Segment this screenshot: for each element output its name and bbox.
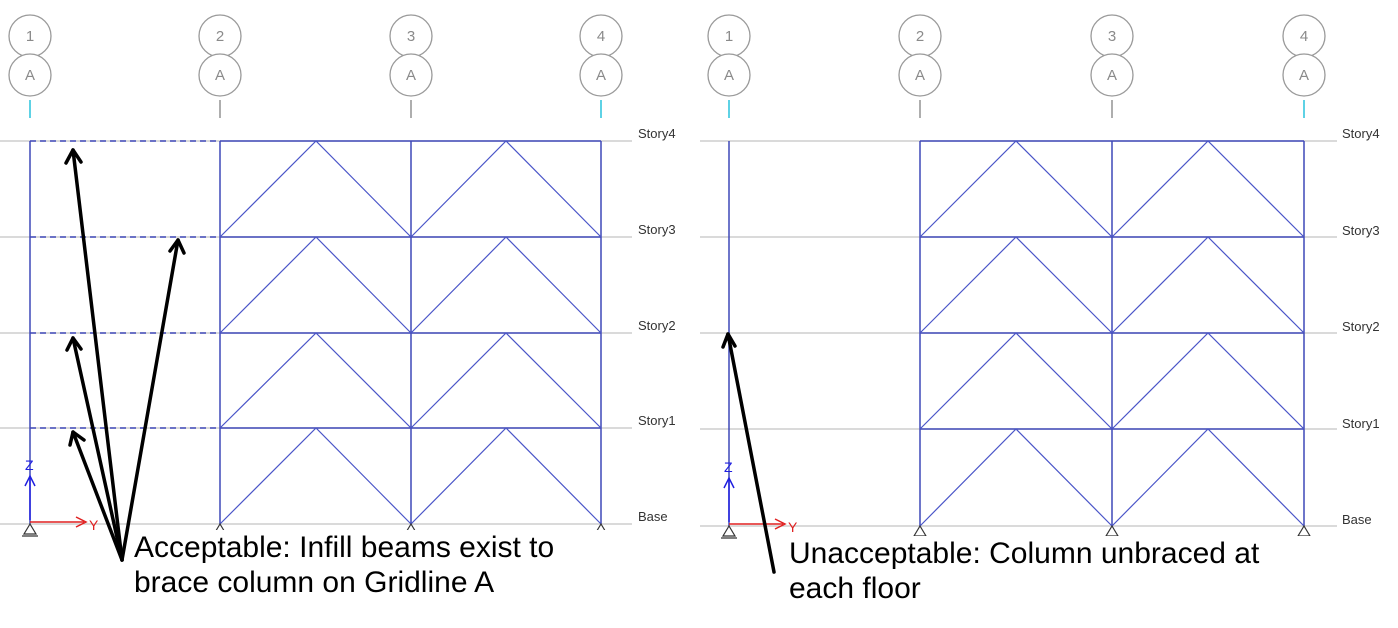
story-label: Base (1342, 512, 1372, 527)
story-label: Story1 (1342, 416, 1380, 431)
y-axis-label: Y (788, 519, 798, 535)
z-axis-label: Z (25, 457, 34, 473)
grid-number-label: 4 (597, 28, 605, 45)
grid-bubble-2: 2 A (198, 14, 242, 118)
grid-letter-label: A (1299, 67, 1309, 84)
chevron-braces (219, 140, 602, 525)
grid-number-label: 2 (916, 28, 924, 45)
story-label: Story3 (638, 222, 676, 237)
axis-triad: Z Y (723, 459, 798, 535)
z-axis-label: Z (724, 459, 733, 475)
story-label: Story2 (638, 318, 676, 333)
annotation-arrows (721, 332, 776, 574)
grid-bubble-1: 1 A (8, 14, 52, 118)
grid-bubble-3: 3 A (389, 14, 433, 118)
left-elevation-panel: 1 A 2 A 3 A 4 A S (0, 14, 676, 562)
story-label: Story4 (638, 126, 676, 141)
grid-number-label: 4 (1300, 28, 1308, 45)
grid-letter-label: A (1107, 67, 1117, 84)
grid-letter-label: A (215, 67, 225, 84)
grid-letter-label: A (915, 67, 925, 84)
right-elevation-panel: 1 A 2 A 3 A 4 A Story4 (700, 14, 1380, 574)
caption-line: Acceptable: Infill beams exist to (134, 531, 555, 564)
story-label: Story3 (1342, 223, 1380, 238)
y-axis-label: Y (89, 517, 99, 533)
story-label: Story4 (1342, 126, 1380, 141)
story-label: Story2 (1342, 319, 1380, 334)
grid-number-label: 1 (26, 28, 34, 45)
axis-triad: Z Y (24, 457, 99, 533)
story-label: Story1 (638, 413, 676, 428)
caption-line: Unacceptable: Column unbraced at (789, 537, 1260, 570)
grid-bubble-4: 4 A (1282, 14, 1326, 118)
acceptable-caption: Acceptable: Infill beams exist to brace … (134, 530, 694, 600)
grid-letter-label: A (25, 67, 35, 84)
grid-bubble-1: 1 A (707, 14, 751, 118)
story-label: Base (638, 509, 668, 524)
grid-letter-label: A (724, 67, 734, 84)
chevron-braces (919, 140, 1305, 527)
grid-letter-label: A (596, 67, 606, 84)
caption-line: brace column on Gridline A (134, 566, 495, 599)
annotation-arrows (64, 148, 186, 562)
unacceptable-caption: Unacceptable: Column unbraced at each fl… (789, 536, 1389, 606)
grid-number-label: 1 (725, 28, 733, 45)
grid-number-label: 2 (216, 28, 224, 45)
grid-number-label: 3 (407, 28, 415, 45)
caption-line: each floor (789, 572, 921, 605)
grid-letter-label: A (406, 67, 416, 84)
grid-bubble-4: 4 A (579, 14, 623, 118)
grid-bubble-2: 2 A (898, 14, 942, 118)
grid-bubble-3: 3 A (1090, 14, 1134, 118)
grid-number-label: 3 (1108, 28, 1116, 45)
